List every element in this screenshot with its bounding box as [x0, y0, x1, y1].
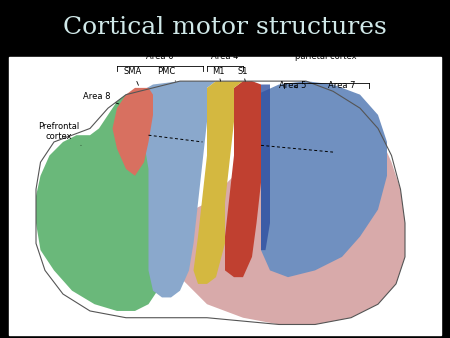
Text: Area 7: Area 7	[328, 80, 356, 90]
Polygon shape	[112, 88, 153, 176]
Text: Prefrontal
cortex: Prefrontal cortex	[38, 122, 81, 145]
FancyBboxPatch shape	[9, 57, 441, 335]
Polygon shape	[135, 81, 216, 297]
Polygon shape	[225, 81, 261, 277]
Text: Area 4: Area 4	[212, 52, 239, 61]
Polygon shape	[256, 81, 387, 277]
Polygon shape	[126, 101, 405, 324]
Text: Area 6: Area 6	[146, 52, 174, 61]
Polygon shape	[256, 84, 270, 250]
Text: M1: M1	[212, 67, 225, 81]
Text: Posterior
parietal cortex: Posterior parietal cortex	[296, 42, 357, 61]
Text: Area 5: Area 5	[279, 80, 306, 90]
Text: Area 8: Area 8	[83, 92, 119, 104]
Text: Cortical motor structures: Cortical motor structures	[63, 16, 387, 39]
Polygon shape	[36, 95, 162, 311]
Polygon shape	[194, 81, 243, 284]
Text: S1: S1	[238, 67, 248, 81]
Text: PMC: PMC	[158, 67, 176, 81]
Text: SMA: SMA	[124, 67, 142, 85]
